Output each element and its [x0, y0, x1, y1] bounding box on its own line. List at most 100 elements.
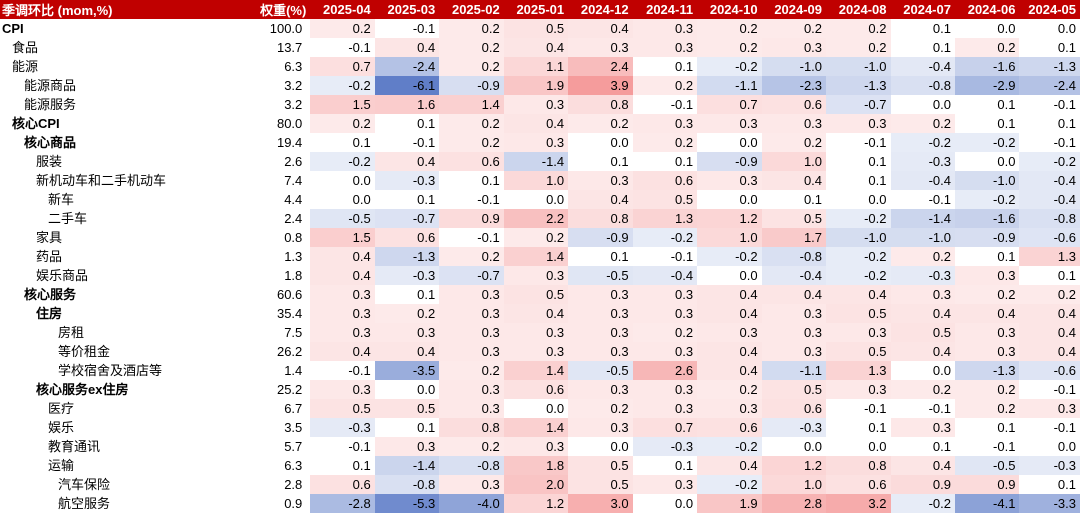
value-cell: 0.0 — [954, 19, 1020, 38]
table-row: 能源服务 3.2 1.5 1.6 1.4 0.3 0.8 -0.1 0.7 0.6 -0.7 0.0 0… — [0, 95, 1080, 114]
row-label: 药品 — [36, 249, 63, 264]
value-cell: 0.2 — [439, 57, 504, 76]
column-header: 2024-11 — [632, 0, 698, 19]
value-cell: 0.1 — [826, 152, 891, 171]
value-cell: 0.4 — [890, 456, 955, 475]
weight-cell: 6.7 — [284, 401, 303, 416]
value-cell: -0.3 — [890, 152, 955, 171]
value-cell: 0.1 — [632, 57, 698, 76]
row-label: 家具 — [36, 230, 63, 245]
value-cell: 1.4 — [439, 95, 504, 114]
value-cell: 1.3 — [1019, 247, 1080, 266]
value-cell: 0.3 — [697, 323, 762, 342]
value-cell: -0.1 — [374, 133, 440, 152]
value-cell: 0.2 — [632, 76, 698, 95]
value-cell: -0.9 — [954, 228, 1020, 247]
value-cell: 0.2 — [954, 285, 1020, 304]
value-cell: -0.4 — [632, 266, 698, 285]
value-cell: 0.3 — [954, 266, 1020, 285]
value-cell: 0.8 — [568, 209, 633, 228]
value-cell: 0.3 — [568, 285, 633, 304]
value-cell: 0.1 — [439, 171, 504, 190]
value-cell: -0.8 — [374, 475, 440, 494]
value-cell: -0.2 — [826, 247, 891, 266]
value-cell: -0.3 — [310, 418, 375, 437]
value-cell: 0.3 — [568, 171, 633, 190]
value-cell: 1.6 — [374, 95, 440, 114]
value-cell: 0.3 — [954, 323, 1020, 342]
weight-header: 权重(%) — [249, 0, 311, 19]
value-cell: 0.3 — [439, 399, 504, 418]
value-cell: -0.2 — [826, 209, 891, 228]
table-row: 能源 6.3 0.7 -2.4 0.2 1.1 2.4 0.1 -0.2 -1.0 -1.0 -0.4… — [0, 57, 1080, 76]
value-cell: 0.8 — [439, 418, 504, 437]
value-cell: 0.0 — [826, 190, 891, 209]
value-cell: 0.2 — [439, 114, 504, 133]
weight-cell: 80.0 — [276, 116, 303, 131]
value-cell: 0.4 — [697, 285, 762, 304]
value-cell: 0.0 — [503, 190, 569, 209]
value-cell: 0.3 — [503, 266, 569, 285]
value-cell: -0.8 — [439, 456, 504, 475]
value-cell: 0.3 — [439, 475, 504, 494]
weight-cell: 7.4 — [284, 173, 303, 188]
value-cell: 0.4 — [826, 285, 891, 304]
value-cell: 0.2 — [439, 19, 504, 38]
value-cell: -1.0 — [826, 57, 891, 76]
value-cell: 0.4 — [697, 342, 762, 361]
value-cell: -0.1 — [310, 38, 375, 57]
column-header: 2025-03 — [374, 0, 440, 19]
column-header: 2024-05 — [1019, 0, 1080, 19]
value-cell: -0.5 — [568, 361, 633, 380]
value-cell: 0.3 — [632, 19, 698, 38]
weight-cell: 2.6 — [284, 154, 303, 169]
value-cell: 0.4 — [761, 285, 827, 304]
row-label: 核心商品 — [24, 135, 77, 150]
weight-cell: 3.2 — [284, 97, 303, 112]
value-cell: 0.1 — [374, 190, 440, 209]
value-cell: -0.1 — [1019, 418, 1080, 437]
value-cell: 0.4 — [568, 19, 633, 38]
value-cell: 0.2 — [826, 19, 891, 38]
header-row: 季调环比 (mom,%) 权重(%) 2025-04 2025-03 2025-02… — [0, 0, 1080, 19]
value-cell: 0.3 — [1019, 399, 1080, 418]
value-cell: 0.2 — [374, 304, 440, 323]
value-cell: 0.9 — [890, 475, 955, 494]
value-cell: -0.2 — [954, 133, 1020, 152]
value-cell: 0.2 — [439, 437, 504, 456]
value-cell: 1.0 — [697, 228, 762, 247]
value-cell: 0.0 — [954, 152, 1020, 171]
value-cell: 0.3 — [954, 342, 1020, 361]
weight-cell: 4.4 — [284, 192, 303, 207]
value-cell: -0.3 — [374, 266, 440, 285]
value-cell: 0.3 — [632, 304, 698, 323]
row-label: 航空服务 — [58, 496, 111, 511]
column-header: 2025-01 — [503, 0, 569, 19]
value-cell: 0.3 — [826, 323, 891, 342]
column-header: 2024-12 — [568, 0, 633, 19]
value-cell: 0.6 — [632, 171, 698, 190]
value-cell: 0.4 — [890, 304, 955, 323]
value-cell: 0.3 — [568, 342, 633, 361]
value-cell: 2.2 — [503, 209, 569, 228]
row-label: 汽车保险 — [58, 477, 111, 492]
value-cell: 1.2 — [697, 209, 762, 228]
value-cell: 0.2 — [954, 38, 1020, 57]
value-cell: 0.7 — [310, 57, 375, 76]
table-row: 核心服务ex住房 25.2 0.3 0.0 0.3 0.6 0.3 0.3 0.2 0.5 0.3 0… — [0, 380, 1080, 399]
table-row: 家具 0.8 1.5 0.6 -0.1 0.2 -0.9 -0.2 1.0 1.7 -1.0 -1.0… — [0, 228, 1080, 247]
value-cell: 0.3 — [374, 437, 440, 456]
weight-cell: 6.3 — [284, 458, 303, 473]
value-cell: -1.1 — [697, 76, 762, 95]
value-cell: -0.1 — [890, 190, 955, 209]
weight-cell: 1.8 — [284, 268, 303, 283]
value-cell: 0.1 — [568, 152, 633, 171]
value-cell: 0.9 — [439, 209, 504, 228]
value-cell: -0.2 — [697, 57, 762, 76]
value-cell: -0.1 — [954, 437, 1020, 456]
value-cell: 0.1 — [826, 171, 891, 190]
value-cell: -0.9 — [697, 152, 762, 171]
value-cell: -0.2 — [697, 437, 762, 456]
value-cell: -1.0 — [890, 228, 955, 247]
weight-cell: 2.4 — [284, 211, 303, 226]
